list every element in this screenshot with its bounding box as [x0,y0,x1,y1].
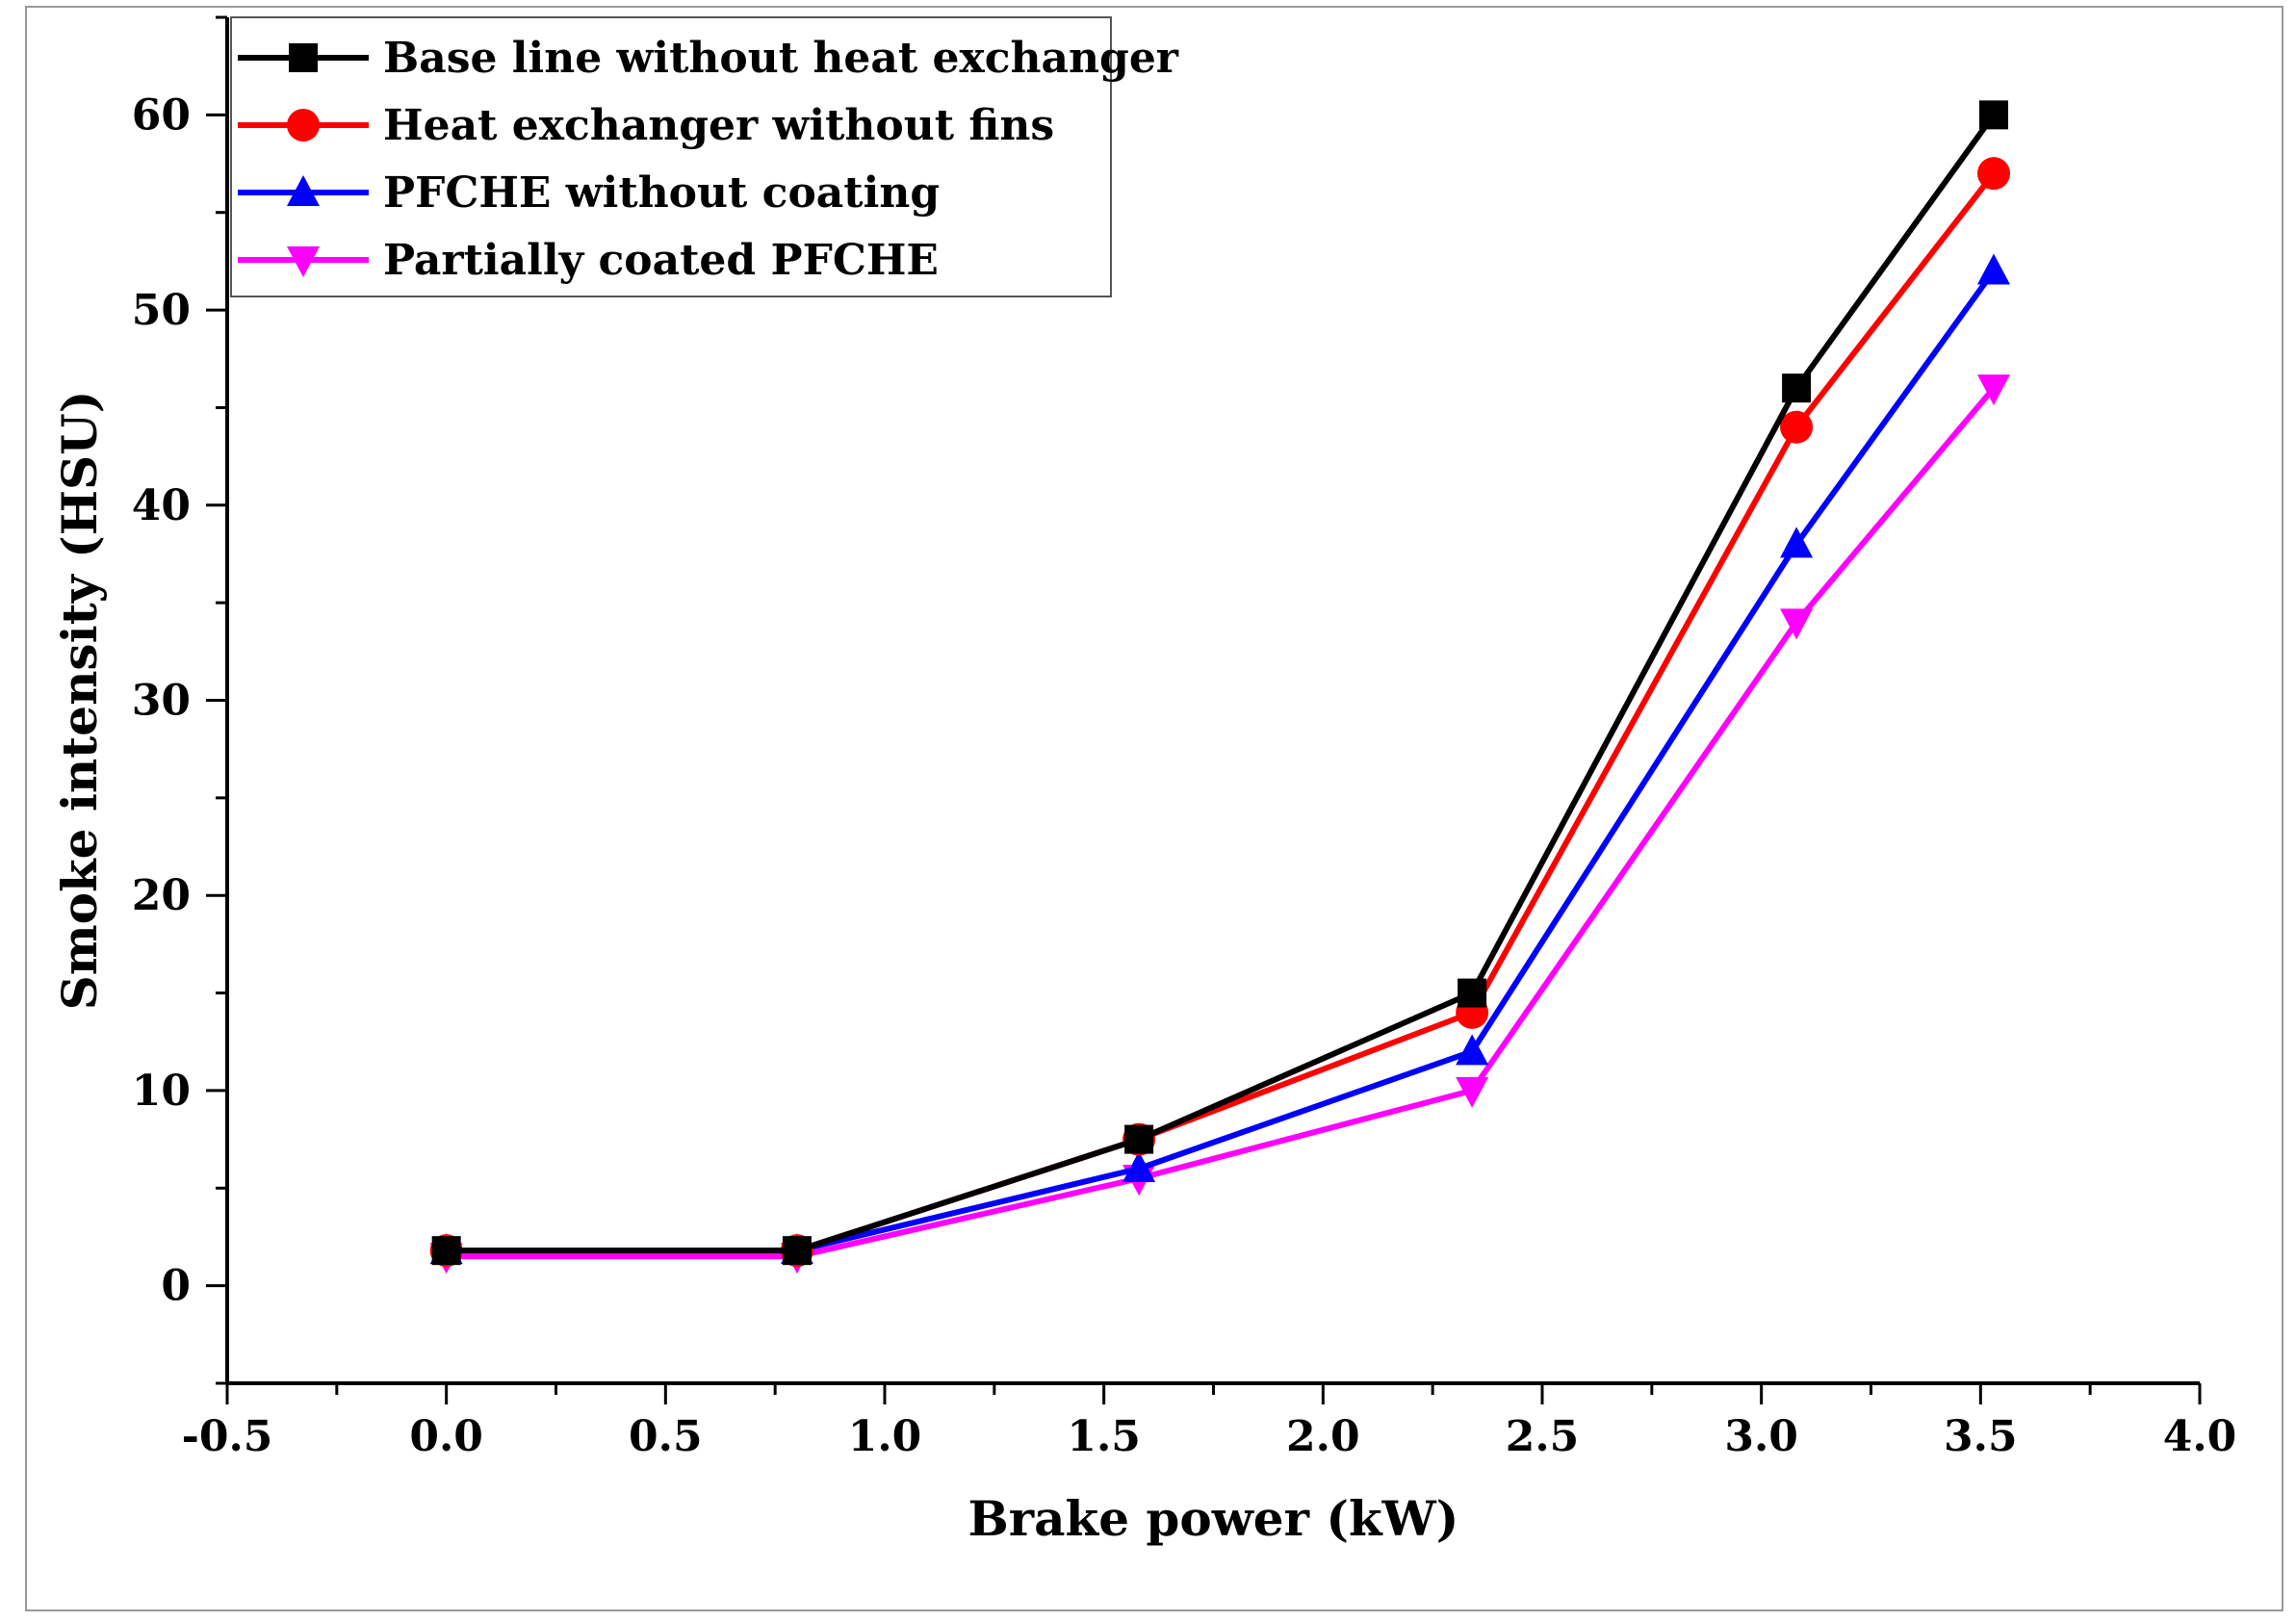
legend-swatch-marker [287,109,320,142]
legend-item: Base line without heat exchanger [238,34,1179,83]
legend-label: PFCHE without coating [383,168,940,218]
legend-item: Partially coated PFCHE [238,236,939,285]
data-point [1122,1151,1156,1183]
x-tick-label: 4.0 [2163,1412,2237,1461]
x-tick-label: 1.5 [1067,1412,1141,1461]
data-point [1780,608,1814,640]
data-point [1782,373,1812,403]
data-point [782,1236,812,1266]
legend-label: Partially coated PFCHE [383,236,939,285]
y-tick-label: 40 [132,481,191,530]
series-line [446,113,1997,1254]
x-tick-label: 0.0 [409,1412,483,1461]
series-3 [429,253,2010,1265]
x-tick-label: 3.5 [1944,1412,2018,1461]
y-tick-label: 0 [161,1262,191,1311]
legend-swatch-marker [289,43,318,72]
y-tick-label: 20 [132,871,191,920]
legend-label: Base line without heat exchanger [383,34,1179,83]
series-2 [429,157,2010,1268]
legend-swatch-marker [287,246,320,277]
x-tick-label: 2.5 [1506,1412,1580,1461]
data-point [1978,100,2008,130]
axes: -0.5 0.0 0.5 1.0 1.5 2.0 2.5 3.0 3.5 4.0 0 10 20 30 40… [132,15,2237,1461]
y-tick-label: 30 [132,677,191,726]
legend: Base line without heat exchanger Heat exc… [230,16,1179,297]
series-line [446,386,1997,1260]
legend-item: PFCHE without coating [238,168,940,218]
legend-label: Heat exchanger without fins [383,101,1054,150]
data-point [1456,1034,1489,1066]
x-tick-label: 1.0 [848,1412,922,1461]
legend-swatch-marker [287,175,320,206]
data-point [1458,978,1487,1008]
data-point [1780,527,1814,558]
data-point [1976,157,2010,191]
x-tick-label: 2.0 [1286,1412,1360,1461]
data-point [1976,374,2010,406]
data-point [1456,1076,1489,1108]
legend-box [230,16,1112,297]
y-axis-title: Smoke intensity (HSU) [51,391,108,1011]
series-layer [429,100,2010,1274]
x-axis-title: Brake power (kW) [968,1490,1459,1547]
x-tick-label: 3.0 [1724,1412,1798,1461]
data-point [431,1236,461,1266]
x-tick-label: 0.5 [629,1412,703,1461]
y-tick-label: 60 [132,90,191,140]
series-line [446,171,1997,1254]
data-point [1976,253,2010,285]
x-tick-label: -0.5 [182,1412,273,1461]
y-tick-label: 10 [132,1067,191,1116]
legend-item: Heat exchanger without fins [238,101,1054,150]
data-point [1780,410,1814,444]
data-point [1124,1124,1154,1154]
y-tick-label: 50 [132,286,191,335]
series-1 [431,100,2008,1266]
